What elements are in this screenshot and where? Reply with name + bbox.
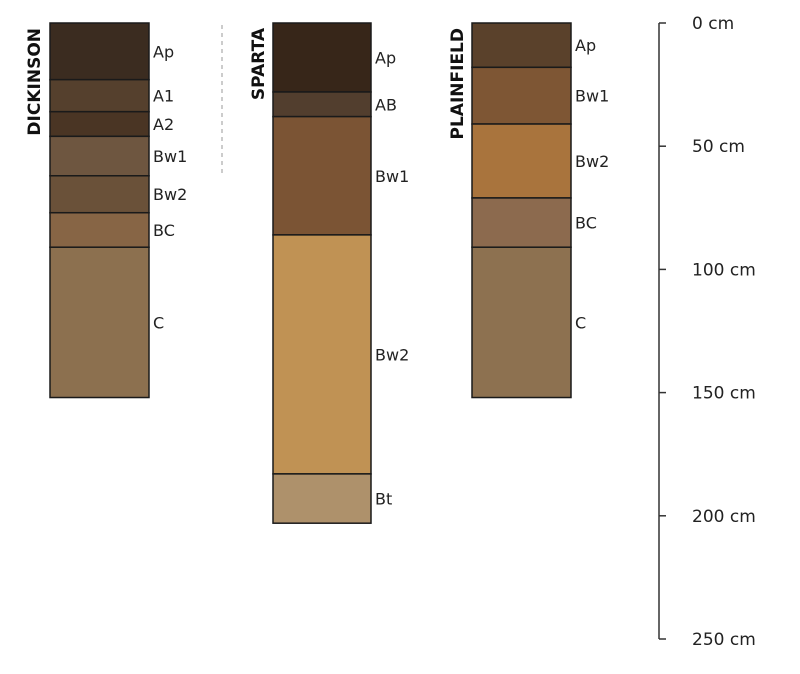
horizon-layer bbox=[49, 175, 150, 214]
horizon-layer bbox=[49, 110, 150, 138]
soil-profiles: DICKINSON Ap A1 A2 Bw1 Bw2 BC C SPARTA Ap AB Bw1 Bw2… bbox=[25, 22, 609, 524]
horizon-label: Bw2 bbox=[153, 185, 187, 204]
horizon-layer bbox=[471, 246, 572, 399]
horizon-label: C bbox=[575, 313, 586, 332]
profile-name: SPARTA bbox=[249, 27, 269, 100]
profile-name: DICKINSON bbox=[25, 28, 45, 136]
horizon-layer bbox=[49, 246, 150, 399]
horizon-label: Ap bbox=[153, 42, 174, 61]
horizon-layer bbox=[471, 197, 572, 248]
scale-tick-label: 250 cm bbox=[692, 630, 756, 650]
horizon-label: BC bbox=[153, 221, 175, 240]
horizon-layer bbox=[471, 66, 572, 125]
horizon-label: Bw2 bbox=[375, 345, 409, 364]
scale-tick-label: 150 cm bbox=[692, 384, 756, 404]
profile-dickinson: DICKINSON Ap A1 A2 Bw1 Bw2 BC C bbox=[25, 22, 187, 399]
horizon-layer bbox=[272, 91, 372, 118]
scale-tick-label: 100 cm bbox=[692, 260, 756, 280]
profile-plainfield: PLAINFIELD Ap Bw1 Bw2 BC C bbox=[448, 22, 609, 399]
scale-tick-label: 200 cm bbox=[692, 507, 756, 527]
horizon-layer bbox=[49, 78, 150, 113]
horizon-layer bbox=[49, 22, 150, 81]
horizon-label: A2 bbox=[153, 115, 174, 134]
horizon-layer bbox=[471, 22, 572, 69]
horizon-label: AB bbox=[375, 95, 397, 114]
horizon-layer bbox=[272, 234, 372, 475]
horizon-layer bbox=[49, 211, 150, 248]
horizon-layer bbox=[471, 123, 572, 199]
horizon-layer bbox=[272, 22, 372, 93]
horizon-label: BC bbox=[575, 214, 597, 233]
horizon-layer bbox=[272, 473, 372, 524]
horizon-label: Bw1 bbox=[375, 167, 409, 186]
horizon-label: Ap bbox=[375, 48, 396, 67]
horizon-layer bbox=[272, 115, 372, 236]
scale-tick-label: 50 cm bbox=[692, 137, 745, 157]
horizon-label: Bw2 bbox=[575, 152, 609, 171]
profile-name: PLAINFIELD bbox=[448, 28, 468, 140]
horizon-label: Bt bbox=[375, 490, 392, 509]
depth-scale: 0 cm 50 cm 100 cm 150 cm 200 cm 250 cm bbox=[658, 14, 756, 650]
horizon-label: C bbox=[153, 313, 164, 332]
horizon-label: Bw1 bbox=[153, 147, 187, 166]
horizon-label: Ap bbox=[575, 36, 596, 55]
horizon-layer bbox=[49, 135, 150, 177]
scale-tick-label: 0 cm bbox=[692, 14, 734, 34]
horizon-label: A1 bbox=[153, 87, 174, 106]
profile-sparta: SPARTA Ap AB Bw1 Bw2 Bt bbox=[249, 22, 409, 524]
horizon-label: Bw1 bbox=[575, 87, 609, 106]
